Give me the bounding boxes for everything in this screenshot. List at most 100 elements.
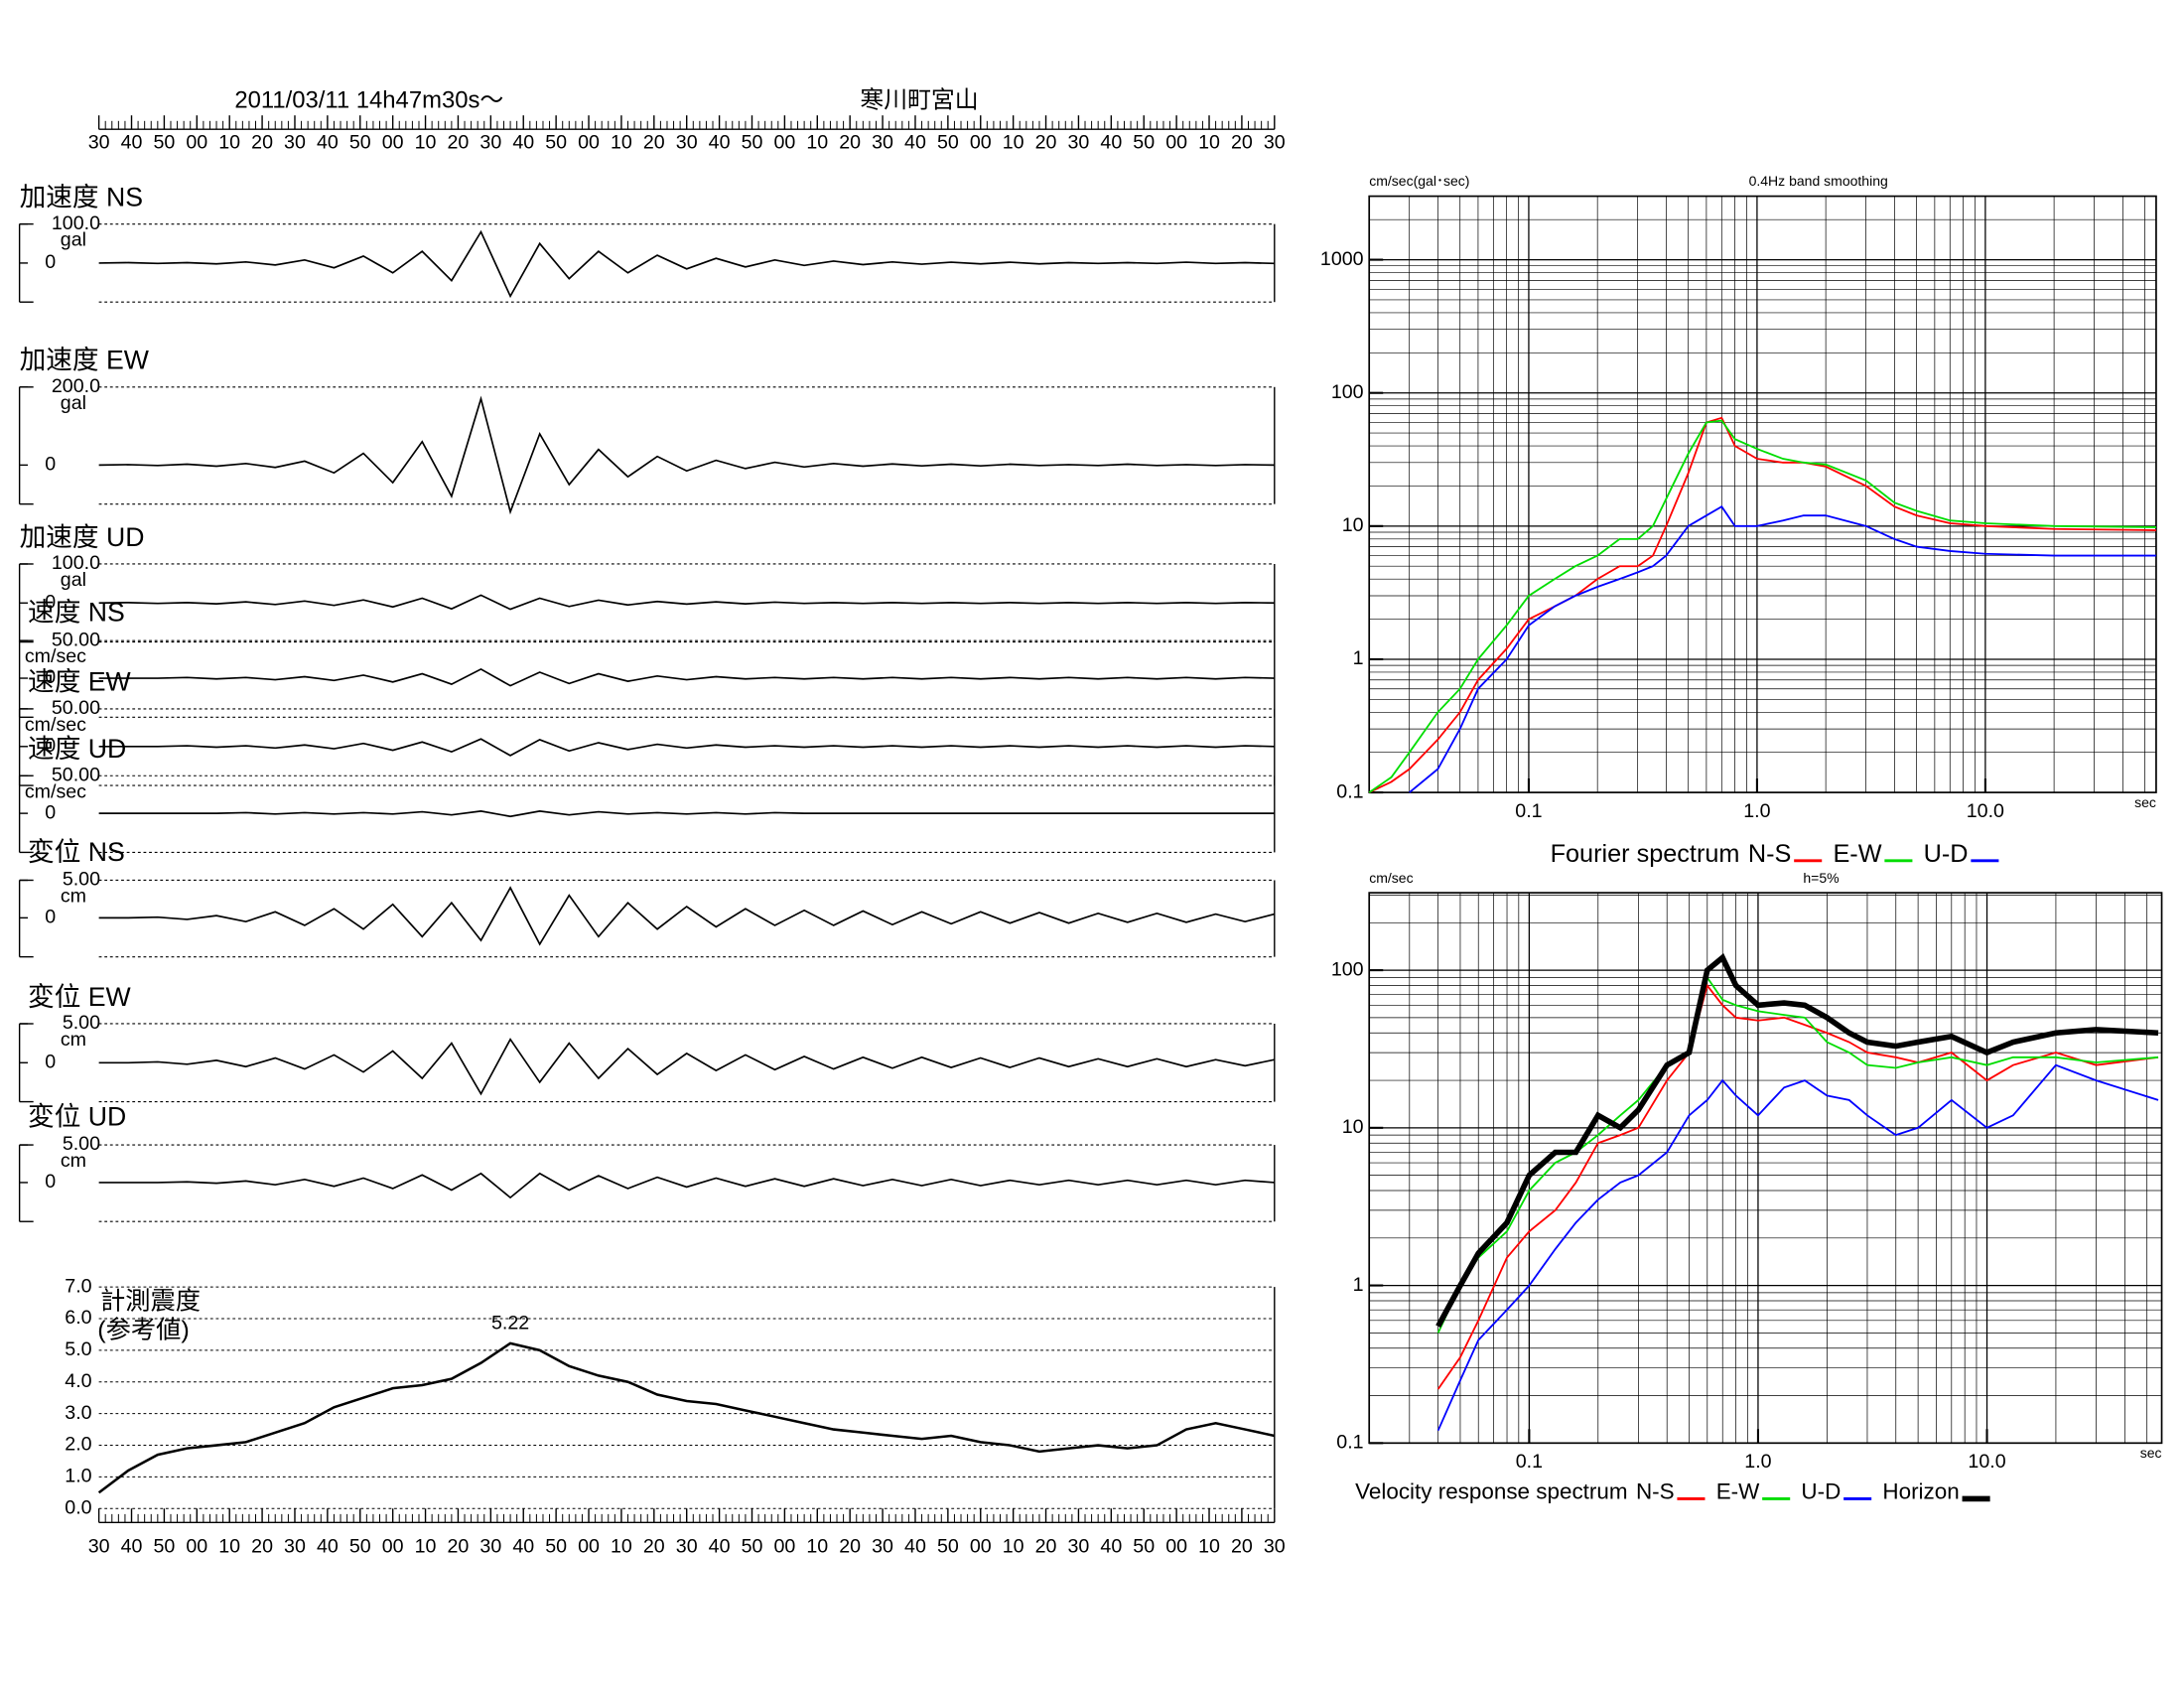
ruler-label: 20	[643, 131, 665, 153]
series-line	[1368, 416, 2156, 793]
y-unit: cm/sec	[1369, 870, 1413, 886]
x-tick-label: 1.0	[1743, 800, 1770, 822]
ruler-label: 40	[317, 1536, 339, 1558]
x-tick-label: 1.0	[1744, 1451, 1771, 1473]
ruler-label: 10	[218, 131, 240, 153]
y-tick-label: 0	[45, 666, 56, 688]
y-tick-label: 100	[1331, 381, 1364, 403]
ruler-label: 30	[88, 131, 110, 153]
ruler-label: 00	[970, 131, 992, 153]
panel-title: 速度 EW	[28, 667, 131, 697]
y-tick-label: 0	[45, 907, 56, 928]
y-tick-label: 2.0	[65, 1434, 91, 1456]
ruler-label: 40	[1100, 131, 1122, 153]
y-tick-label: 50.00	[52, 764, 100, 785]
ruler-label: 00	[773, 1536, 795, 1558]
waveform	[98, 1038, 1275, 1096]
ruler-label: 00	[382, 131, 404, 153]
y-tick-label: 0	[45, 251, 56, 273]
ruler-label: 00	[1165, 1536, 1187, 1558]
ruler-label: 10	[415, 1536, 437, 1558]
ruler-label: 40	[709, 1536, 731, 1558]
unit-label: cm	[61, 886, 86, 908]
ruler-label: 50	[153, 131, 175, 153]
subtitle: 0.4Hz band smoothing	[1749, 173, 1888, 189]
y-tick-label: 0	[45, 735, 56, 757]
panel-title: 計測震度	[100, 1287, 201, 1315]
ruler-label: 10	[1003, 131, 1024, 153]
location: 寒川町宮山	[860, 86, 978, 113]
unit-label: gal	[61, 569, 86, 591]
y-tick-label: 100.0	[52, 212, 100, 234]
plot-frame	[1368, 892, 2163, 1445]
series-line	[1436, 975, 2159, 1334]
series-line	[1436, 983, 2159, 1390]
ruler-label: 00	[970, 1536, 992, 1558]
ruler-label: 40	[317, 131, 339, 153]
y-tick-label: 50.00	[52, 629, 100, 650]
y-tick-label: 0.0	[65, 1496, 91, 1518]
y-tick-label: 1.0	[65, 1466, 91, 1487]
subtitle: h=5%	[1803, 870, 1839, 886]
ruler-label: 30	[872, 131, 893, 153]
ruler-label: 00	[382, 1536, 404, 1558]
waveform	[98, 395, 1275, 515]
series-line	[1368, 419, 2156, 793]
ruler-label: 50	[742, 1536, 763, 1558]
ruler-label: 30	[1264, 131, 1286, 153]
ruler-label: 30	[1068, 1536, 1090, 1558]
panel-subtitle: (参考値)	[97, 1317, 190, 1344]
x-tick-label: 10.0	[1967, 800, 2004, 822]
ruler-label: 00	[186, 1536, 207, 1558]
ruler-label: 50	[349, 1536, 371, 1558]
panel-title: 速度 UD	[28, 734, 126, 764]
panel-title: 変位 EW	[28, 982, 131, 1012]
ruler-label: 30	[1264, 1536, 1286, 1558]
y-tick-label: 10	[1342, 514, 1364, 536]
ruler-label: 10	[1198, 1536, 1220, 1558]
panel-title: 加速度 UD	[20, 522, 145, 552]
x-unit: sec	[2134, 794, 2156, 810]
waveform	[98, 594, 1275, 611]
y-tick-label: 5.00	[63, 1133, 100, 1155]
panel-title: 変位 NS	[28, 837, 125, 867]
ruler-label: 50	[545, 1536, 567, 1558]
y-tick-label: 0	[45, 1171, 56, 1193]
y-tick-label: 5.00	[63, 869, 100, 891]
ruler-label: 40	[709, 131, 731, 153]
ruler-label: 20	[839, 131, 861, 153]
unit-label: gal	[61, 229, 86, 251]
ruler-label: 50	[349, 131, 371, 153]
waveform	[98, 229, 1275, 299]
y-tick-label: 0	[45, 801, 56, 823]
ruler-label: 10	[806, 131, 828, 153]
unit-label: cm	[61, 1150, 86, 1172]
ruler-label: 40	[904, 131, 926, 153]
legend-entry: E-W	[1833, 840, 1881, 868]
legend-entry: Horizon	[1882, 1479, 1959, 1504]
series-line	[1436, 1063, 2159, 1432]
ruler-label: 30	[479, 131, 501, 153]
y-tick-label: 1	[1353, 1274, 1364, 1296]
legend-entry: E-W	[1716, 1479, 1760, 1504]
ruler-label: 10	[1198, 131, 1220, 153]
ruler-label: 30	[872, 1536, 893, 1558]
ruler-label: 20	[1035, 1536, 1057, 1558]
y-tick-label: 50.00	[52, 697, 100, 719]
ruler-label: 30	[88, 1536, 110, 1558]
waveform	[98, 1172, 1275, 1199]
unit-label: cm	[61, 1029, 86, 1051]
ruler-label: 50	[1133, 131, 1155, 153]
legend-entry: U-D	[1924, 840, 1969, 868]
ruler-label: 50	[742, 131, 763, 153]
ruler-label: 30	[676, 131, 698, 153]
x-tick-label: 10.0	[1968, 1451, 2005, 1473]
ruler-label: 50	[545, 131, 567, 153]
y-tick-label: 200.0	[52, 375, 100, 397]
waveform	[98, 886, 1276, 946]
plot-frame	[1368, 195, 2157, 793]
ruler-label: 50	[937, 131, 959, 153]
y-tick-label: 0	[45, 1051, 56, 1072]
ruler-label: 10	[806, 1536, 828, 1558]
